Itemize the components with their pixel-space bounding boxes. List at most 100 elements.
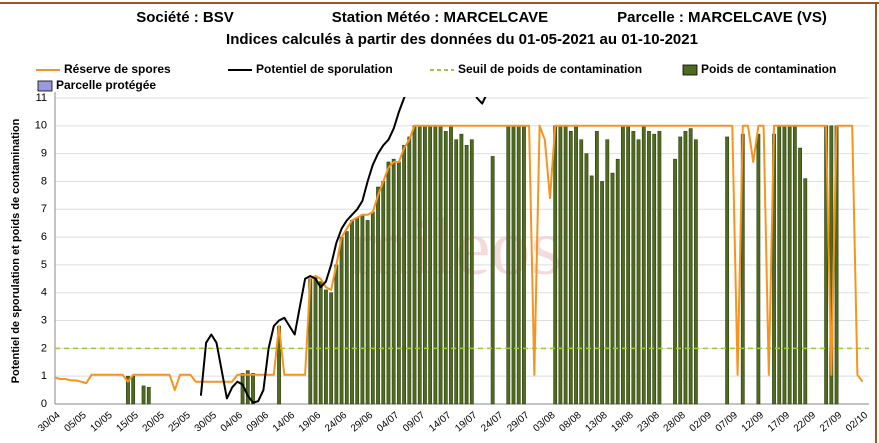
y-tick-label: 1 xyxy=(41,370,47,382)
bar xyxy=(417,125,422,405)
x-tick-label: 15/05 xyxy=(115,410,142,435)
bar xyxy=(605,139,610,405)
bar xyxy=(381,181,386,405)
bar xyxy=(344,231,349,405)
x-tick-label: 04/07 xyxy=(375,410,402,435)
x-tick-label: 22/09 xyxy=(792,410,819,435)
bar xyxy=(516,125,521,405)
x-tick-label: 20/05 xyxy=(141,410,168,435)
bar xyxy=(626,125,631,405)
bar xyxy=(339,236,344,405)
line-series xyxy=(55,124,864,392)
x-tick-label: 27/09 xyxy=(818,410,845,435)
bar xyxy=(594,131,599,405)
y-tick-label: 5 xyxy=(41,259,47,271)
y-tick-label: 4 xyxy=(41,287,47,299)
bar xyxy=(131,375,136,405)
bar xyxy=(615,158,620,405)
x-tick-label: 23/08 xyxy=(636,410,663,435)
x-tick-label: 30/04 xyxy=(36,410,63,435)
bar xyxy=(621,125,625,405)
x-tick-label: 29/06 xyxy=(349,410,376,435)
bar xyxy=(678,136,683,405)
bar xyxy=(141,385,146,405)
bar xyxy=(402,144,406,405)
x-tick-label: 07/09 xyxy=(714,410,741,435)
y-tick-label: 7 xyxy=(41,203,47,215)
bar xyxy=(574,125,578,405)
bar xyxy=(782,125,787,405)
bar xyxy=(589,175,594,405)
bar xyxy=(391,158,396,405)
x-tick-label: 24/07 xyxy=(479,410,506,435)
bar xyxy=(610,172,615,405)
x-tick-label: 14/06 xyxy=(271,410,298,435)
y-tick-label: 3 xyxy=(41,314,47,326)
bar xyxy=(756,133,761,405)
bar xyxy=(568,131,573,405)
bar xyxy=(370,211,375,405)
y-axis-label: Potentiel de sporulation et poids de con… xyxy=(10,118,22,383)
bar xyxy=(553,125,558,405)
bar xyxy=(579,139,584,405)
bar xyxy=(490,156,495,405)
bar xyxy=(360,214,365,405)
y-tick-label: 0 xyxy=(41,398,47,410)
bar xyxy=(657,131,662,405)
bar xyxy=(469,139,474,405)
legend-label: Poids de contamination xyxy=(701,62,836,76)
bar xyxy=(798,147,802,405)
x-tick-label: 17/09 xyxy=(766,410,793,435)
legend-swatch xyxy=(37,80,53,92)
x-tick-label: 04/06 xyxy=(219,410,246,435)
bar xyxy=(412,125,417,405)
bar xyxy=(407,136,412,405)
y-tick-label: 2 xyxy=(41,342,47,354)
bar xyxy=(803,178,808,405)
bar xyxy=(584,153,589,405)
title: Société : BSV xyxy=(136,9,234,26)
legend-label: Réserve de spores xyxy=(64,62,171,76)
bar xyxy=(693,139,698,405)
bar xyxy=(245,370,250,405)
legend-label: Seuil de poids de contamination xyxy=(458,62,642,76)
x-tick-label: 03/08 xyxy=(531,410,558,435)
line-series xyxy=(199,97,487,404)
bar xyxy=(355,217,360,405)
bar xyxy=(511,125,516,405)
bar xyxy=(423,125,427,405)
bar xyxy=(376,186,380,405)
bar xyxy=(673,158,677,405)
bar xyxy=(386,161,391,405)
bar xyxy=(725,136,730,405)
subtitle: Indices calculés à partir des données du… xyxy=(226,31,698,48)
bar xyxy=(522,125,526,405)
x-tick-label: 09/06 xyxy=(245,410,272,435)
bar xyxy=(449,125,453,405)
plot-area xyxy=(55,97,869,405)
bar xyxy=(459,133,464,405)
bar xyxy=(652,133,657,405)
y-tick-label: 9 xyxy=(41,148,47,160)
y-tick-label: 10 xyxy=(35,120,47,132)
bar xyxy=(600,181,604,405)
bar xyxy=(438,125,443,405)
x-tick-label: 02/10 xyxy=(844,410,871,435)
title: Station Météo : MARCELCAVE xyxy=(332,9,548,26)
bar xyxy=(365,220,370,405)
x-tick-label: 10/05 xyxy=(88,410,115,435)
x-tick-label: 05/05 xyxy=(62,410,89,435)
bar xyxy=(318,281,323,405)
x-tick-label: 30/05 xyxy=(193,410,220,435)
title: Parcelle : MARCELCAVE (VS) xyxy=(617,9,827,26)
bar xyxy=(313,275,318,405)
bar xyxy=(329,292,334,405)
x-tick-label: 02/09 xyxy=(688,410,715,435)
x-tick-label: 08/08 xyxy=(557,410,584,435)
bar xyxy=(631,131,636,405)
y-tick-label: 8 xyxy=(41,175,47,187)
bar xyxy=(454,139,459,405)
x-tick-label: 29/07 xyxy=(505,410,532,435)
bar xyxy=(688,128,693,405)
